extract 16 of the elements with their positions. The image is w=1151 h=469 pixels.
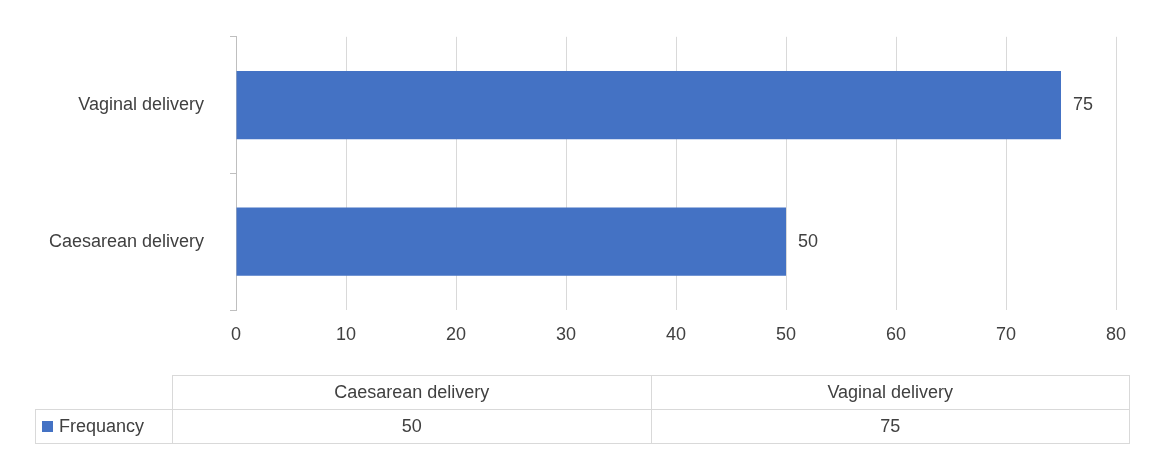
category-label: Caesarean delivery	[334, 382, 490, 402]
data-label: 50	[798, 230, 819, 251]
x-tick-label: 0	[230, 323, 242, 344]
x-tick-label: 10	[335, 323, 357, 344]
x-tick-label: 80	[1105, 323, 1127, 344]
x-tick-label: 30	[555, 323, 577, 344]
data-label: 75	[1073, 94, 1094, 115]
x-tick-label: 50	[775, 323, 797, 344]
x-tick-label: 70	[995, 323, 1017, 344]
x-tick-label: 40	[665, 323, 687, 344]
text: 50	[401, 416, 422, 436]
text: 75	[880, 416, 901, 436]
category-label: Vaginal delivery	[827, 382, 954, 402]
x-tick-label: 20	[445, 323, 467, 344]
legend-label: Frequancy	[59, 416, 145, 436]
x-tick-label: 60	[885, 323, 907, 344]
